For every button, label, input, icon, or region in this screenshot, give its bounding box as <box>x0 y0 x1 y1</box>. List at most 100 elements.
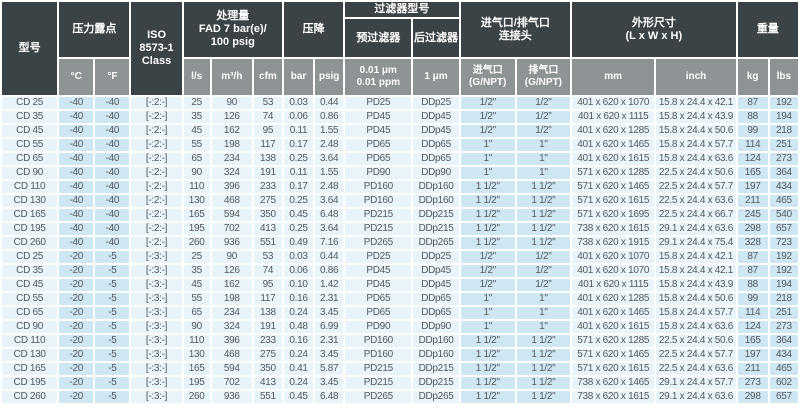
cell-prefilter: PD65 <box>345 153 412 165</box>
cell-cfm: 191 <box>253 167 282 179</box>
cell-inch: 15.8 x 24.4 x 50.6 <box>656 125 736 137</box>
cell-prefilter: PD265 <box>345 391 412 403</box>
cell-cfm: 117 <box>253 139 282 151</box>
cell-inlet: 1 1/2" <box>460 223 515 235</box>
cell-inch: 29.1 x 24.4 x 75.4 <box>656 237 736 249</box>
cell-inch: 29.1 x 24.4 x 63.6 <box>656 391 736 403</box>
header-unit-psig: psig <box>315 59 344 95</box>
cell-dew-c: -20 <box>59 293 94 305</box>
cell-model: CD 130 <box>2 195 58 207</box>
cell-ls: 65 <box>183 307 210 319</box>
cell-dew-c: -40 <box>59 97 94 109</box>
cell-psig: 3.45 <box>315 377 344 389</box>
cell-kg: 114 <box>737 139 768 151</box>
cell-outlet: 1" <box>516 139 571 151</box>
cell-inch: 22.5 x 24.4 x 63.6 <box>656 195 736 207</box>
cell-psig: 7.16 <box>315 237 344 249</box>
cell-kg: 99 <box>737 293 768 305</box>
header-unit-bar: bar <box>283 59 314 95</box>
cell-mm: 571 x 620 x 1285 <box>572 335 655 347</box>
cell-model: CD 45 <box>2 279 58 291</box>
cell-dew-f: -40 <box>95 153 130 165</box>
cell-model: CD 25 <box>2 251 58 263</box>
table-row: CD 90 -20 -5 [-:3:-] 90 324 191 0.48 6.99 PD90 DDp… <box>2 321 798 333</box>
cell-cfm: 350 <box>253 209 282 221</box>
cell-inlet: 1/2" <box>460 251 515 263</box>
cell-dew-c: -20 <box>59 349 94 361</box>
cell-outlet: 1 1/2" <box>516 237 571 249</box>
cell-inlet: 1 1/2" <box>460 335 515 347</box>
header-unit-m3h: m³/h <box>211 59 252 95</box>
table-row: CD 55 -20 -5 [-:3:-] 55 198 117 0.16 2.31 PD65 DDp… <box>2 293 798 305</box>
cell-mm: 401 x 620 x 1285 <box>572 125 655 137</box>
header-unit-ls: l/s <box>183 59 210 95</box>
cell-m3h: 936 <box>211 237 252 249</box>
cell-ls: 45 <box>183 279 210 291</box>
cell-psig: 1.55 <box>315 167 344 179</box>
cell-iso-class: [-:2:-] <box>131 125 182 137</box>
cell-cfm: 350 <box>253 363 282 375</box>
cell-iso-class: [-:3:-] <box>131 293 182 305</box>
cell-iso-class: [-:3:-] <box>131 321 182 333</box>
cell-model: CD 195 <box>2 223 58 235</box>
cell-inlet: 1/2" <box>460 279 515 291</box>
cell-kg: 211 <box>737 363 768 375</box>
cell-m3h: 702 <box>211 223 252 235</box>
cell-dew-c: -40 <box>59 195 94 207</box>
cell-cfm: 275 <box>253 349 282 361</box>
cell-m3h: 468 <box>211 195 252 207</box>
cell-cfm: 275 <box>253 195 282 207</box>
cell-cfm: 191 <box>253 321 282 333</box>
cell-bar: 0.17 <box>283 181 314 193</box>
header-prefilter: 预过滤器 <box>345 19 412 57</box>
cell-inch: 22.5 x 24.4 x 50.6 <box>656 335 736 347</box>
cell-mm: 571 x 620 x 1615 <box>572 363 655 375</box>
cell-mm: 401 x 620 x 1465 <box>572 139 655 151</box>
cell-inlet: 1/2" <box>460 265 515 277</box>
cell-psig: 3.45 <box>315 349 344 361</box>
header-iso-class: ISO 8573-1 Class <box>131 2 182 95</box>
cell-ls: 260 <box>183 237 210 249</box>
cell-cfm: 551 <box>253 391 282 403</box>
cell-afterfilter: DDp215 <box>413 209 459 221</box>
cell-cfm: 551 <box>253 237 282 249</box>
header-dimensions: 外形尺寸 (L x W x H) <box>572 2 736 57</box>
cell-kg: 273 <box>737 377 768 389</box>
cell-prefilter: PD65 <box>345 307 412 319</box>
cell-kg: 87 <box>737 265 768 277</box>
table-row: CD 110 -40 -40 [-:2:-] 110 396 233 0.17 2.48 PD16… <box>2 181 798 193</box>
cell-model: CD 165 <box>2 363 58 375</box>
cell-cfm: 413 <box>253 377 282 389</box>
cell-iso-class: [-:2:-] <box>131 237 182 249</box>
cell-mm: 401 x 620 x 1115 <box>572 111 655 123</box>
cell-dew-f: -5 <box>95 307 130 319</box>
cell-iso-class: [-:3:-] <box>131 349 182 361</box>
cell-inlet: 1 1/2" <box>460 195 515 207</box>
cell-psig: 2.48 <box>315 181 344 193</box>
table-row: CD 165 -40 -40 [-:2:-] 165 594 350 0.45 6.48 PD21… <box>2 209 798 221</box>
cell-dew-c: -40 <box>59 181 94 193</box>
cell-mm: 571 x 620 x 1465 <box>572 181 655 193</box>
cell-dew-c: -20 <box>59 391 94 403</box>
cell-mm: 738 x 620 x 1615 <box>572 391 655 403</box>
cell-dew-f: -40 <box>95 97 130 109</box>
cell-lbs: 251 <box>769 307 798 319</box>
cell-afterfilter: DDp25 <box>413 251 459 263</box>
cell-afterfilter: DDp45 <box>413 111 459 123</box>
cell-lbs: 364 <box>769 167 798 179</box>
header-pressure-drop: 压降 <box>283 2 344 57</box>
header-unit-cfm: cfm <box>253 59 282 95</box>
cell-afterfilter: DDp160 <box>413 349 459 361</box>
cell-bar: 0.24 <box>283 377 314 389</box>
cell-kg: 87 <box>737 97 768 109</box>
cell-dew-f: -5 <box>95 391 130 403</box>
cell-kg: 165 <box>737 335 768 347</box>
cell-lbs: 251 <box>769 139 798 151</box>
cell-outlet: 1" <box>516 321 571 333</box>
cell-dew-f: -5 <box>95 321 130 333</box>
cell-bar: 0.25 <box>283 223 314 235</box>
cell-m3h: 198 <box>211 139 252 151</box>
cell-mm: 401 x 620 x 1615 <box>572 321 655 333</box>
cell-afterfilter: DDp65 <box>413 153 459 165</box>
cell-outlet: 1" <box>516 293 571 305</box>
